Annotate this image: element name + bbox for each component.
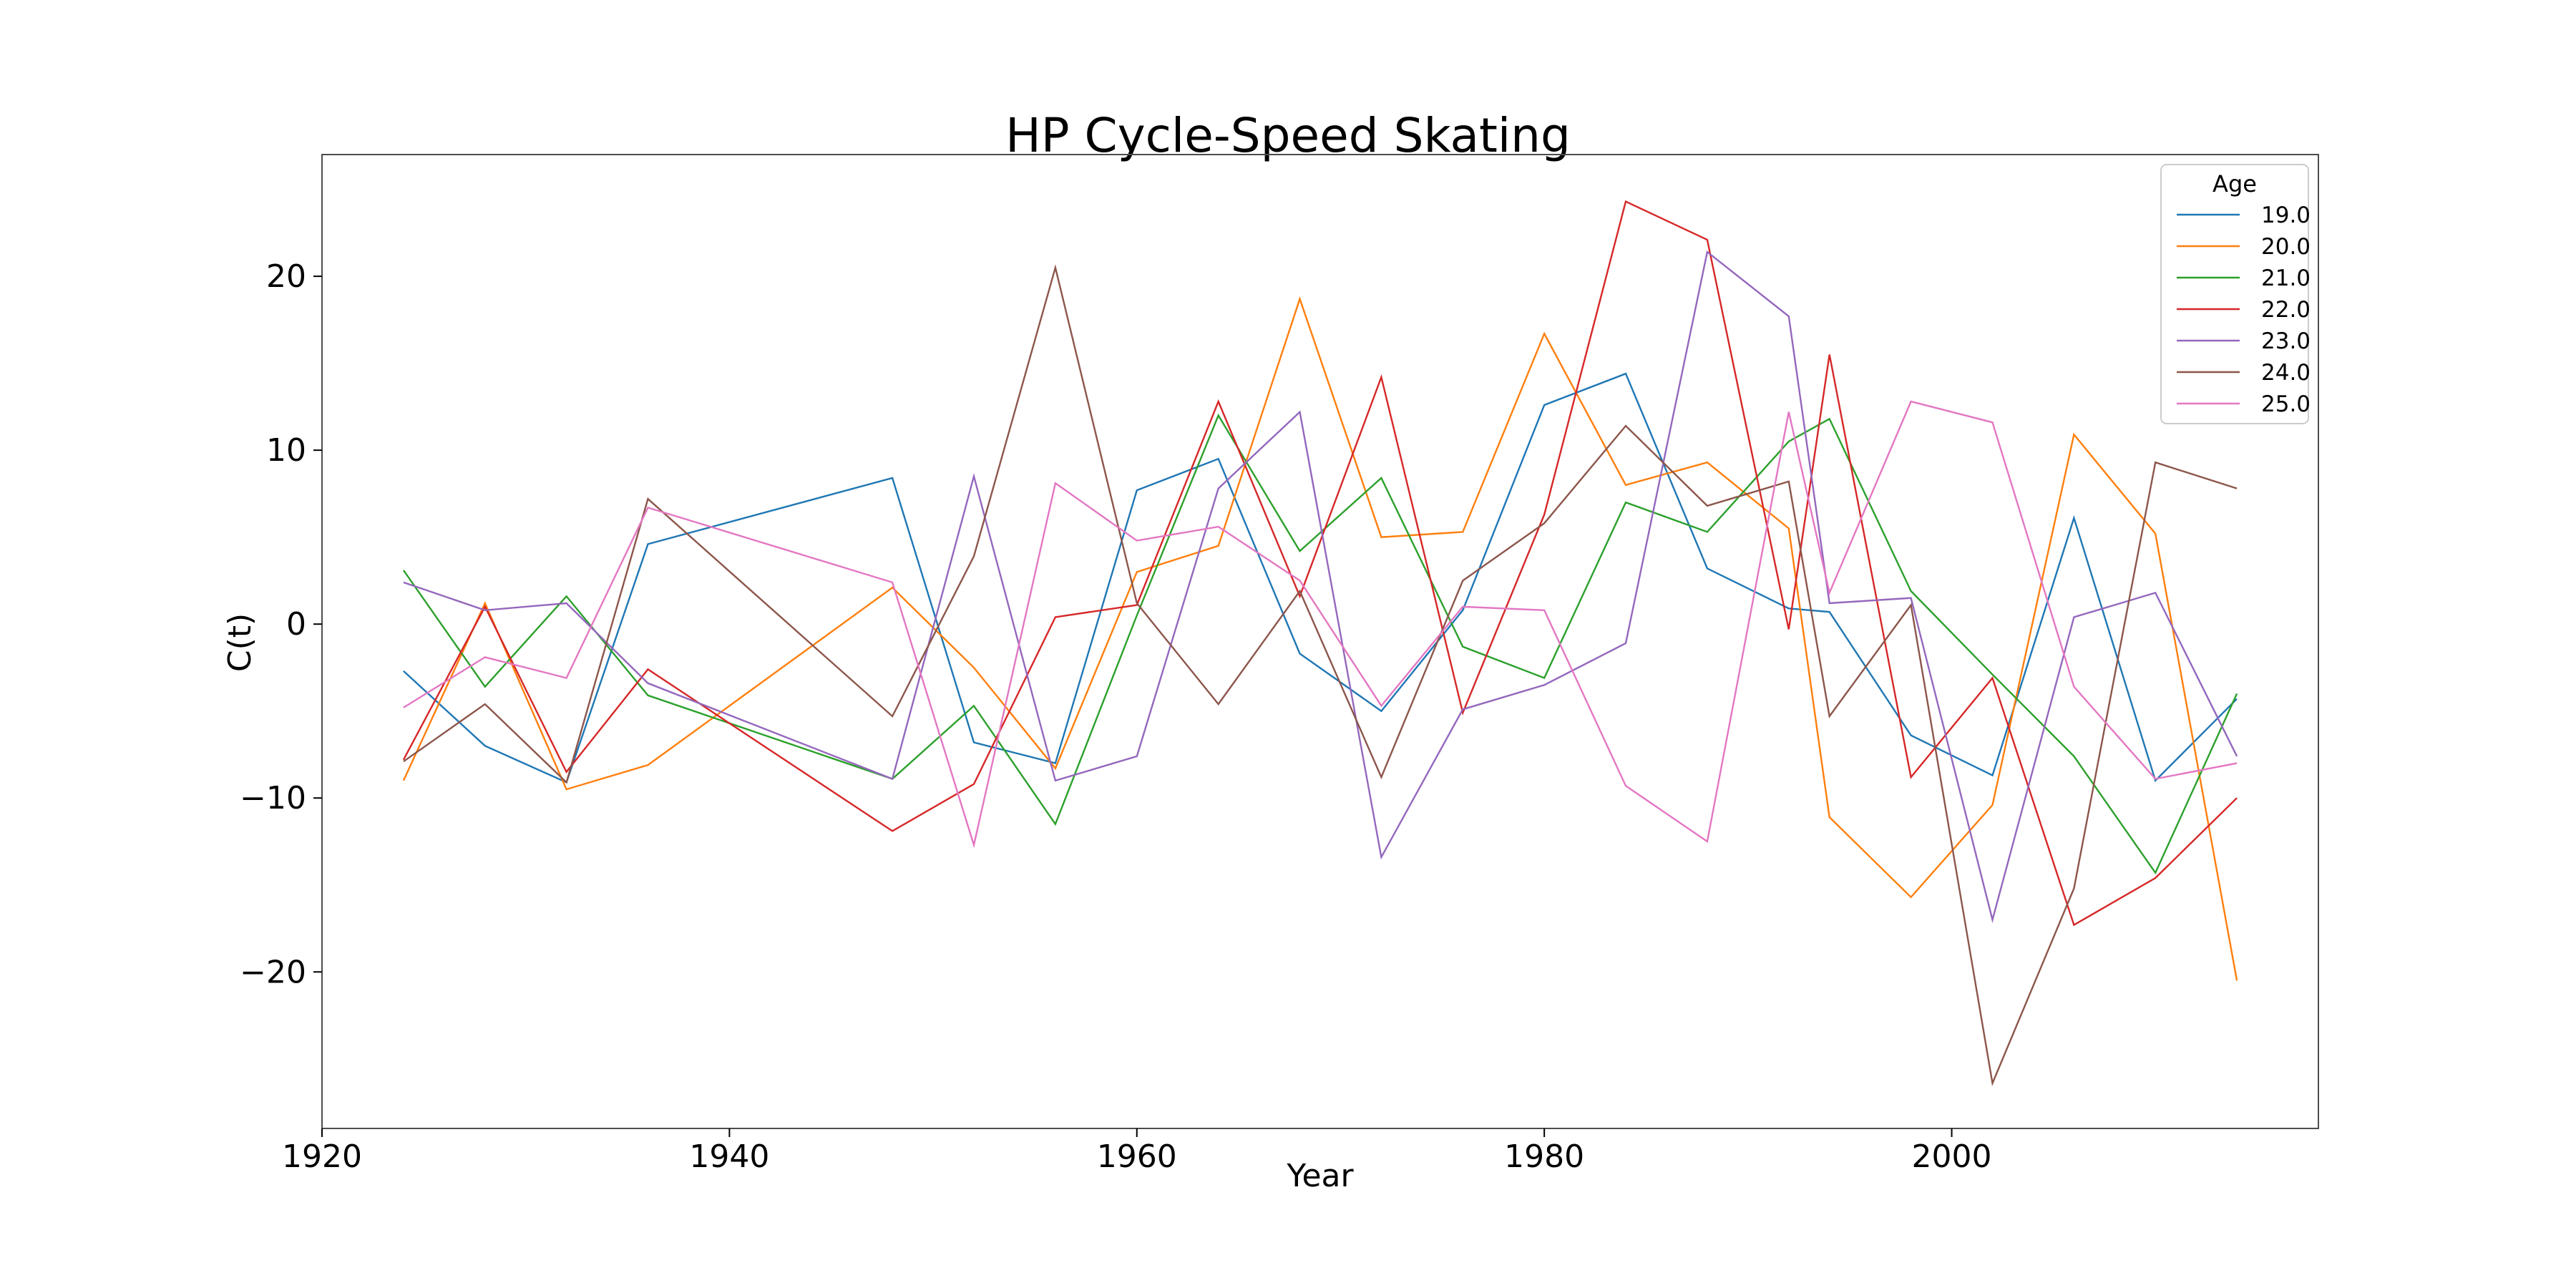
series-line-19-0	[403, 372, 2238, 784]
x-axis: 1920 1940 1960 1980 2000	[282, 1128, 1992, 1175]
x-tick-label: 1920	[282, 1138, 362, 1175]
legend-label: 19.0	[2261, 203, 2311, 228]
x-tick-label: 1960	[1097, 1138, 1177, 1175]
x-tick-label: 2000	[1912, 1138, 1992, 1175]
y-axis-label: C(t)	[222, 613, 258, 672]
x-axis-label: Year	[1286, 1158, 1354, 1194]
legend-label: 25.0	[2261, 391, 2311, 417]
series-line-25-0	[403, 400, 2238, 849]
series-line-23-0	[403, 250, 2238, 924]
legend-label: 20.0	[2261, 234, 2311, 260]
plot-frame	[321, 154, 2319, 1129]
series-line-21-0	[402, 413, 2238, 875]
x-tick-label: 1980	[1504, 1138, 1584, 1175]
series-layer	[402, 200, 2238, 1087]
y-tick-label: 10	[266, 432, 306, 469]
y-axis: −20 −10 0 10 20	[240, 258, 322, 990]
x-tick-label: 1940	[689, 1138, 769, 1175]
y-tick-label: −10	[240, 780, 306, 816]
y-tick-label: 20	[266, 258, 306, 295]
legend-box	[2160, 164, 2309, 424]
legend-label: 22.0	[2261, 297, 2311, 323]
legend-items: 19.0 20.0 21.0 22.0 23.0 24.0 25.0	[2177, 203, 2311, 417]
y-tick-label: −20	[240, 954, 306, 990]
y-tick-label: 0	[286, 606, 306, 643]
series-line-24-0	[403, 264, 2238, 1087]
series-line-20-0	[402, 296, 2238, 981]
legend: Age 19.0 20.0 21.0 22.0 23.0 24.0 25.0	[2160, 164, 2311, 424]
legend-label: 23.0	[2261, 328, 2311, 354]
legend-label: 24.0	[2261, 360, 2311, 386]
legend-title: Age	[2212, 170, 2257, 197]
series-line-22-0	[402, 200, 2238, 927]
legend-label: 21.0	[2261, 265, 2311, 291]
